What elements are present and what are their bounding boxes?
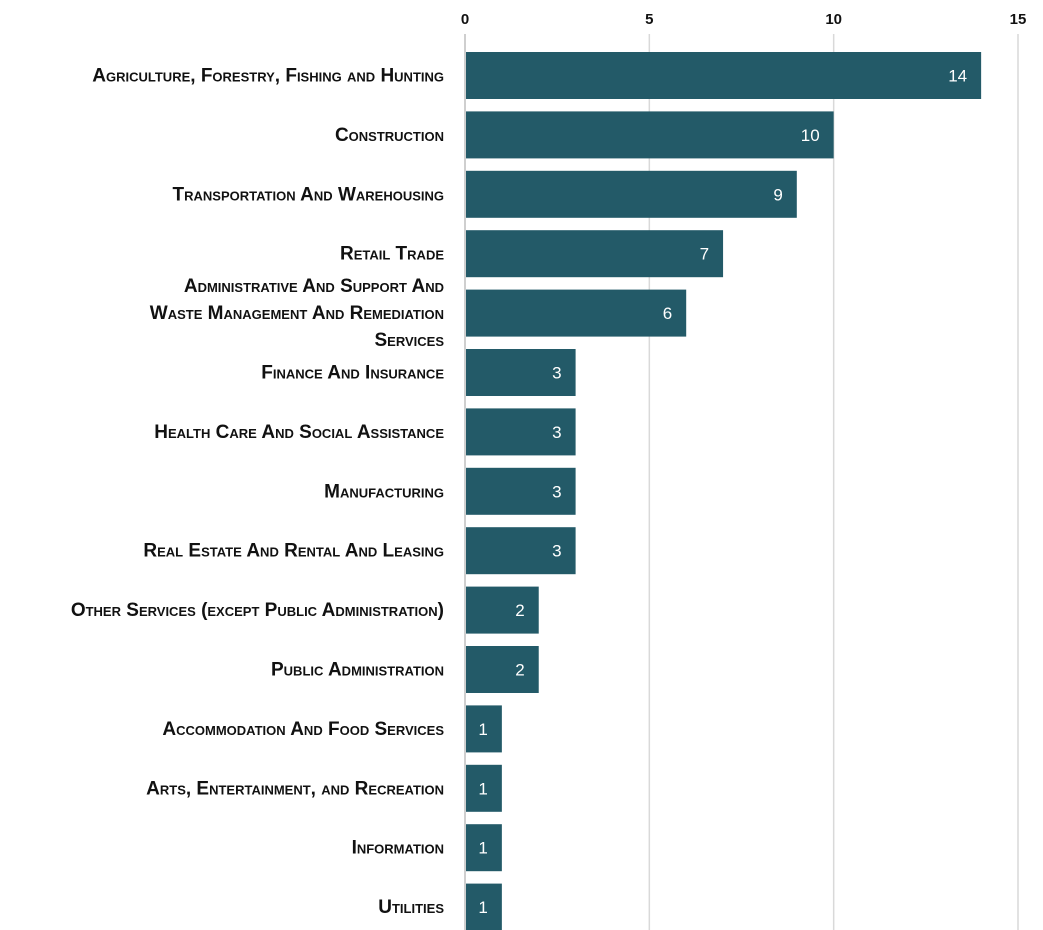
x-tick-label: 10 [825,11,842,28]
bar [466,349,576,396]
data-label: 3 [552,542,561,561]
category-labels: Agriculture, Forestry, Fishing and Hunti… [71,66,444,919]
category-label: Public Administration [271,660,444,681]
bar [466,705,502,753]
data-label: 1 [478,779,487,798]
x-tick-label: 0 [461,11,469,28]
bar [466,111,834,159]
bar [466,586,539,634]
data-label: 6 [663,304,672,323]
x-axis-ticks: 0 5 10 15 [461,11,1027,28]
category-label: Information [352,838,444,859]
category-label: Real Estate And Rental And Leasing [143,541,444,562]
category-label: Manufacturing [324,481,444,502]
bar [466,408,576,456]
bar [466,646,539,693]
bar [466,824,502,872]
x-tick-label: 5 [645,11,653,28]
data-label: 14 [948,67,967,86]
category-label: Accommodation And Food Services [162,719,444,740]
data-label: 10 [801,126,820,145]
category-label: Other Services (except Public Administra… [71,600,444,621]
category-label: Retail Trade [340,244,444,265]
data-label: 1 [478,720,487,739]
data-label: 3 [552,423,561,442]
data-label: 9 [773,185,782,204]
bar [466,467,576,515]
category-label: Health Care And Social Assistance [154,422,444,443]
bar [466,527,576,575]
category-label: Construction [335,125,444,146]
data-label: 3 [552,364,561,383]
data-label: 1 [478,898,487,917]
data-label: 2 [515,661,524,680]
category-label: Utilities [378,897,444,918]
category-label: Transportation And Warehousing [173,184,444,205]
data-label: 7 [700,245,709,264]
bar [466,52,982,99]
category-label: Administrative And Support And Waste Mana… [150,276,445,351]
bar [466,289,687,337]
data-label: 1 [478,839,487,858]
bar [466,170,797,218]
data-label: 2 [515,601,524,620]
data-labels: 14 10 9 7 6 3 3 3 3 2 2 1 1 1 1 [478,67,967,918]
bars [466,52,982,930]
category-label: Finance And Insurance [261,363,444,384]
category-label: Arts, Entertainment, and Recreation [146,778,444,799]
x-tick-label: 15 [1010,11,1027,28]
bar [466,764,502,812]
data-label: 3 [552,482,561,501]
category-label: Agriculture, Forestry, Fishing and Hunti… [92,66,444,87]
bar [466,883,502,930]
bar [466,230,724,278]
